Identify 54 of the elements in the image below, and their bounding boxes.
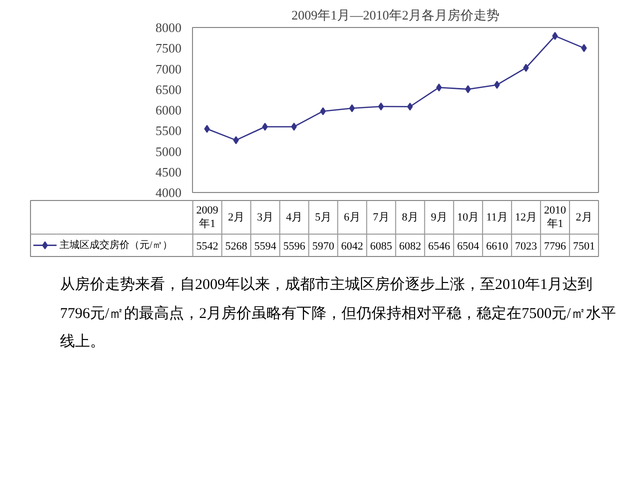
data-label: 6085	[370, 240, 393, 252]
x-tick-label: 4月	[286, 211, 302, 224]
y-tick-label: 5000	[156, 144, 182, 159]
x-tick-label: 5月	[314, 211, 332, 224]
y-tick-label: 4500	[156, 164, 182, 180]
x-tick-label: 3月	[256, 211, 274, 224]
y-tick-label: 6500	[156, 82, 182, 97]
x-tick-label: 9月	[430, 211, 448, 224]
point	[436, 83, 442, 92]
point	[233, 136, 239, 144]
x-tick-label: 11月	[486, 211, 508, 224]
data-label: 6610	[486, 240, 509, 252]
point	[494, 80, 500, 89]
y-tick-label: 7500	[156, 40, 182, 56]
data-label: 6082	[399, 240, 422, 252]
x-tick-label: 2009年1	[196, 204, 219, 230]
point	[552, 32, 558, 40]
data-label: 5542	[196, 240, 218, 252]
data-label: 5970	[312, 240, 335, 252]
text: 从房价走势来看，自2009年以来，成都市主城区房价逐步上涨，至2010年1月达到7796元/㎡的最高点，2月房价虽略有下降，但仍保持相对平稳，稳定在7500元/㎡水平线上。	[60, 275, 617, 352]
y-tick-label: 6000	[156, 102, 182, 118]
data-label: 5596	[283, 240, 306, 252]
point	[204, 124, 210, 133]
data-label: 6042	[341, 240, 364, 252]
x-tick-label: 10月	[457, 211, 480, 224]
data-label: 5268	[225, 240, 248, 252]
data-label: 7023	[515, 240, 538, 252]
data-label: 5594	[254, 240, 277, 252]
point	[291, 122, 297, 131]
data-label: 6546	[428, 240, 451, 252]
data-label: 6504	[457, 240, 480, 252]
y-tick-label: 7000	[156, 61, 182, 76]
data-label: 7501	[573, 240, 596, 252]
x-tick-label: 6月	[344, 211, 360, 224]
point	[349, 104, 355, 112]
point	[320, 107, 326, 116]
y-tick-label: 5500	[156, 123, 182, 138]
data-label: 7796	[544, 240, 567, 252]
point	[407, 102, 413, 111]
x-tick-label: 2010年1	[544, 204, 567, 230]
point	[378, 102, 384, 110]
x-tick-label: 2月	[228, 211, 245, 224]
legend-label: 主城区成交房价（元/㎡）	[59, 238, 172, 251]
x-tick-label: 2月	[576, 211, 592, 224]
x-tick-label: 8月	[402, 211, 418, 224]
point	[523, 64, 529, 72]
x-tick-label: 7月	[372, 211, 390, 224]
chart-title: 2009年1月—2010年2月各月房价走势	[292, 8, 500, 22]
y-tick-label: 8000	[156, 20, 182, 35]
x-tick-label: 12月	[515, 211, 538, 224]
point	[465, 85, 471, 94]
point	[581, 44, 587, 52]
y-tick-label: 4000	[156, 185, 182, 200]
point	[262, 122, 268, 131]
